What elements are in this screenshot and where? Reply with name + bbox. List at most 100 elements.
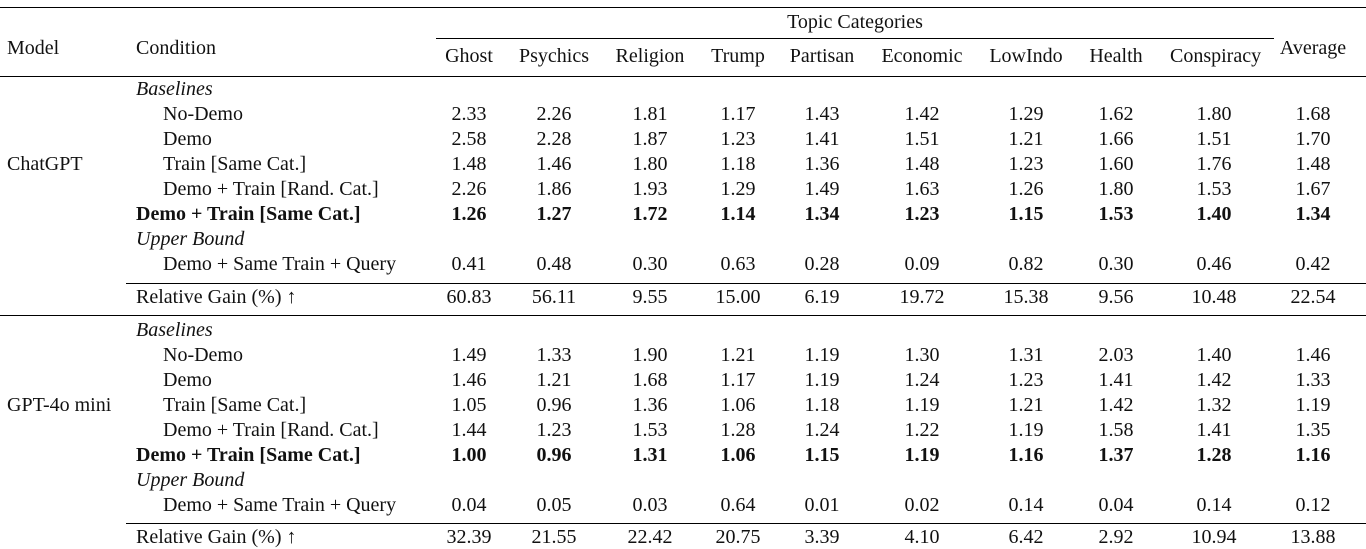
column-header: Health bbox=[1089, 45, 1143, 67]
relative-gain-cell: 19.72 bbox=[899, 286, 945, 308]
table-cell: 1.40 bbox=[1196, 344, 1232, 366]
table-cell: 1.93 bbox=[632, 178, 668, 200]
table-cell: 0.04 bbox=[1098, 494, 1134, 516]
table-cell: 1.19 bbox=[804, 344, 840, 366]
table-cell: 0.41 bbox=[451, 253, 487, 275]
table-cell: 1.53 bbox=[632, 419, 668, 441]
table-cell: 0.05 bbox=[536, 494, 572, 516]
table-cell: 1.24 bbox=[804, 419, 840, 441]
gain-rule bbox=[126, 283, 1366, 284]
baselines-label: Baselines bbox=[136, 319, 213, 341]
table-cell: 1.40 bbox=[1196, 203, 1232, 225]
table-cell: 1.46 bbox=[451, 369, 487, 391]
table-cell: 1.43 bbox=[804, 103, 840, 125]
condition-label: No-Demo bbox=[163, 344, 243, 366]
table-cell: 1.49 bbox=[451, 344, 487, 366]
table-cell: 2.33 bbox=[451, 103, 487, 125]
table-cell: 1.72 bbox=[632, 203, 668, 225]
table-cell: 1.34 bbox=[1295, 203, 1331, 225]
table-cell: 1.19 bbox=[1295, 394, 1331, 416]
table-cell: 1.32 bbox=[1196, 394, 1232, 416]
relative-gain-cell: 4.10 bbox=[904, 526, 940, 548]
table-cell: 1.86 bbox=[536, 178, 572, 200]
relative-gain-cell: 56.11 bbox=[531, 286, 577, 308]
condition-label: Demo + Train [Rand. Cat.] bbox=[163, 419, 379, 441]
table-cell: 1.58 bbox=[1098, 419, 1134, 441]
table-cell: 1.42 bbox=[904, 103, 940, 125]
table-cell: 1.14 bbox=[720, 203, 756, 225]
table-cell: 1.62 bbox=[1098, 103, 1134, 125]
table-cell: 1.22 bbox=[904, 419, 940, 441]
table-cell: 1.23 bbox=[904, 203, 940, 225]
average-header: Average bbox=[1279, 37, 1347, 59]
table-cell: 1.18 bbox=[720, 153, 756, 175]
table-cell: 1.36 bbox=[632, 394, 668, 416]
relative-gain-label: Relative Gain (%) ↑ bbox=[136, 526, 297, 548]
table-cell: 1.19 bbox=[804, 369, 840, 391]
table-cell: 1.68 bbox=[1295, 103, 1331, 125]
table-cell: 1.21 bbox=[1008, 394, 1044, 416]
table-cell: 1.17 bbox=[720, 369, 756, 391]
table-cell: 1.49 bbox=[804, 178, 840, 200]
table-cell: 1.48 bbox=[451, 153, 487, 175]
table-cell: 1.51 bbox=[1196, 128, 1232, 150]
column-header: LowIndo bbox=[989, 45, 1063, 67]
baselines-label: Baselines bbox=[136, 78, 213, 100]
table-cell: 0.96 bbox=[536, 444, 572, 466]
table-cell: 1.15 bbox=[804, 444, 840, 466]
relative-gain-cell: 10.94 bbox=[1191, 526, 1237, 548]
table-cell: 0.14 bbox=[1008, 494, 1044, 516]
table-cell: 1.48 bbox=[1295, 153, 1331, 175]
table-cell: 1.80 bbox=[1098, 178, 1134, 200]
table-cell: 1.28 bbox=[720, 419, 756, 441]
table-cell: 2.28 bbox=[536, 128, 572, 150]
table-cell: 1.30 bbox=[904, 344, 940, 366]
table-cell: 1.63 bbox=[904, 178, 940, 200]
upper-bound-label: Upper Bound bbox=[136, 469, 245, 491]
table-cell: 1.19 bbox=[904, 444, 940, 466]
table-cell: 1.41 bbox=[1098, 369, 1134, 391]
table-cell: 1.80 bbox=[1196, 103, 1232, 125]
gain-rule bbox=[126, 523, 1366, 524]
column-header: Partisan bbox=[789, 45, 855, 67]
relative-gain-cell: 20.75 bbox=[715, 526, 761, 548]
relative-gain-cell: 15.38 bbox=[1003, 286, 1049, 308]
table-cell: 1.37 bbox=[1098, 444, 1134, 466]
table-cell: 2.58 bbox=[451, 128, 487, 150]
topic-categories-rule bbox=[436, 38, 1274, 39]
relative-gain-cell: 22.54 bbox=[1290, 286, 1336, 308]
condition-label: Demo + Train [Same Cat.] bbox=[136, 444, 361, 466]
relative-gain-cell: 22.42 bbox=[627, 526, 673, 548]
table-cell: 0.96 bbox=[536, 394, 572, 416]
condition-label: Train [Same Cat.] bbox=[163, 394, 307, 416]
table-cell: 1.46 bbox=[1295, 344, 1331, 366]
table-cell: 1.41 bbox=[804, 128, 840, 150]
table-cell: 0.01 bbox=[804, 494, 840, 516]
table-cell: 1.06 bbox=[720, 394, 756, 416]
table-cell: 1.15 bbox=[1008, 203, 1044, 225]
table-cell: 0.28 bbox=[804, 253, 840, 275]
table-cell: 1.44 bbox=[451, 419, 487, 441]
table-cell: 1.21 bbox=[1008, 128, 1044, 150]
table-cell: 1.66 bbox=[1098, 128, 1134, 150]
column-header: Psychics bbox=[519, 45, 589, 67]
relative-gain-cell: 2.92 bbox=[1098, 526, 1134, 548]
column-header: Ghost bbox=[445, 45, 493, 67]
condition-label: Demo bbox=[163, 369, 212, 391]
model-header: Model bbox=[7, 37, 60, 59]
table-cell: 1.21 bbox=[720, 344, 756, 366]
condition-label: Demo bbox=[163, 128, 212, 150]
table-cell: 2.26 bbox=[451, 178, 487, 200]
top-rule bbox=[0, 7, 1366, 8]
condition-header: Condition bbox=[136, 37, 217, 59]
relative-gain-cell: 32.39 bbox=[446, 526, 492, 548]
table-cell: 1.80 bbox=[632, 153, 668, 175]
table-cell: 1.67 bbox=[1295, 178, 1331, 200]
table-cell: 1.60 bbox=[1098, 153, 1134, 175]
table-cell: 1.26 bbox=[451, 203, 487, 225]
table-cell: 1.19 bbox=[904, 394, 940, 416]
table-cell: 1.23 bbox=[1008, 153, 1044, 175]
table-cell: 0.12 bbox=[1295, 494, 1331, 516]
relative-gain-cell: 13.88 bbox=[1290, 526, 1336, 548]
table-cell: 1.31 bbox=[1008, 344, 1044, 366]
